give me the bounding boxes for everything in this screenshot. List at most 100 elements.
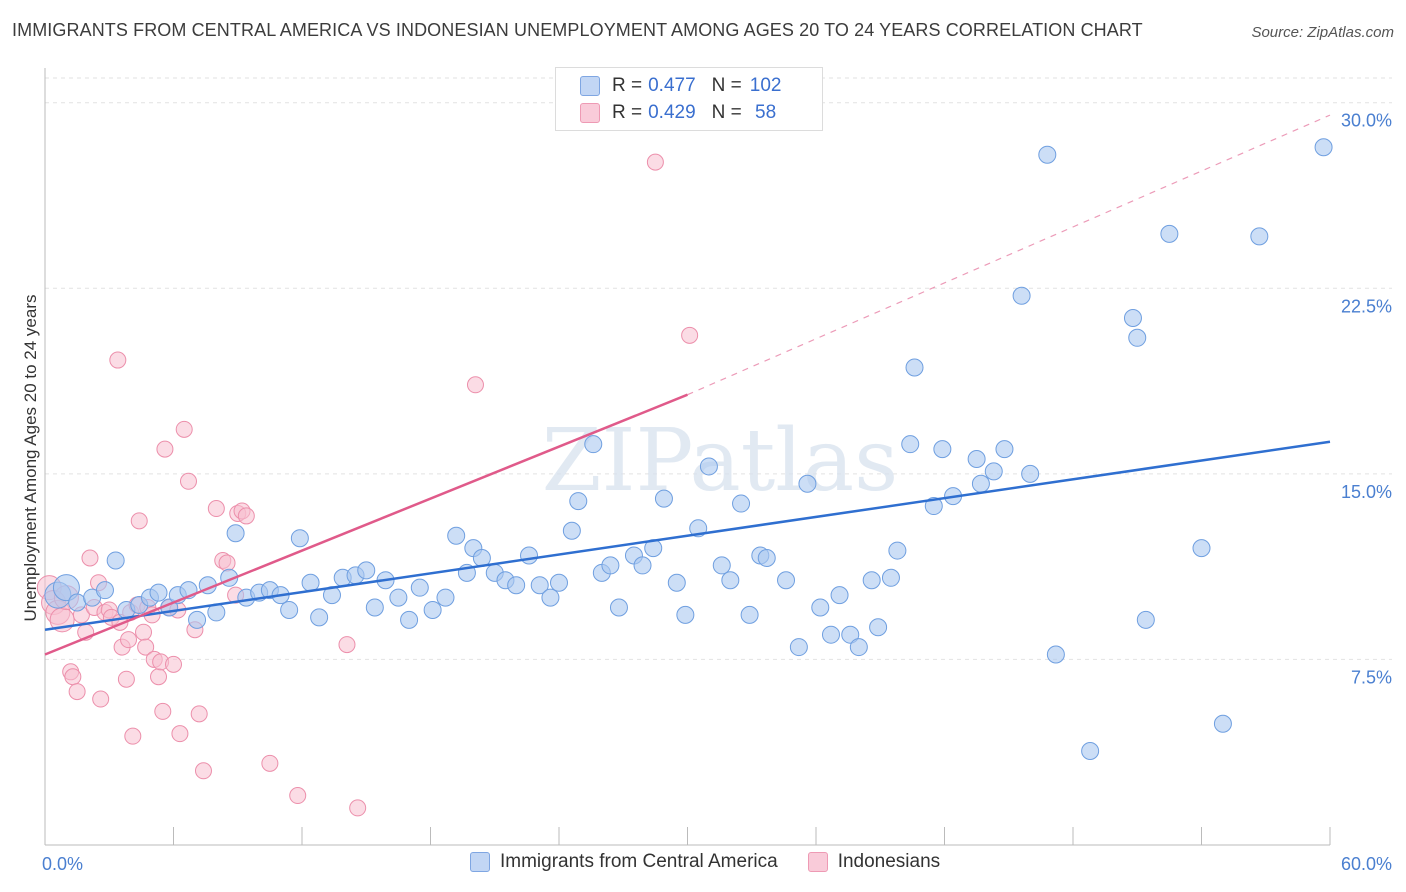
data-point-central-america bbox=[757, 548, 776, 567]
data-point-central-america bbox=[310, 608, 329, 627]
legend-r-label: R = bbox=[612, 102, 643, 123]
watermark: ZIPatlas bbox=[542, 411, 898, 511]
data-point-central-america bbox=[389, 588, 408, 607]
legend-r-label: R = bbox=[612, 75, 643, 96]
data-point-central-america bbox=[188, 610, 207, 629]
data-point-central-america bbox=[1192, 539, 1211, 558]
data-point-indonesians bbox=[109, 351, 127, 369]
data-point-indonesians bbox=[190, 705, 208, 723]
axes bbox=[44, 68, 1331, 846]
data-point-central-america bbox=[68, 593, 87, 612]
tick-labels: 7.5% 15.0% 22.5% 30.0% 0.0% 60.0% bbox=[42, 111, 1392, 874]
data-point-central-america bbox=[869, 618, 888, 637]
data-point-central-america bbox=[365, 598, 384, 617]
data-point-central-america bbox=[436, 588, 455, 607]
data-point-indonesians bbox=[150, 668, 168, 686]
data-point-central-america bbox=[654, 489, 673, 508]
data-point-indonesians bbox=[130, 512, 148, 530]
legend-row-indonesians: R = 0.429 N = 58 bbox=[580, 100, 776, 126]
legend-n-value: 102 bbox=[749, 75, 782, 96]
y-tick-label: 15.0% bbox=[1341, 482, 1392, 502]
data-point-central-america bbox=[862, 571, 881, 590]
data-point-central-america bbox=[541, 588, 560, 607]
data-point-indonesians bbox=[81, 549, 99, 567]
data-point-central-america bbox=[721, 571, 740, 590]
data-point-central-america bbox=[301, 573, 320, 592]
data-point-central-america bbox=[1136, 610, 1155, 629]
data-point-central-america bbox=[881, 568, 900, 587]
data-point-indonesians bbox=[156, 440, 174, 458]
legend-n-value: 58 bbox=[749, 102, 777, 123]
data-point-central-america bbox=[984, 462, 1003, 481]
data-point-central-america bbox=[901, 435, 920, 454]
data-point-central-america bbox=[562, 521, 581, 540]
data-point-central-america bbox=[712, 556, 731, 575]
data-point-indonesians bbox=[92, 690, 110, 708]
data-point-indonesians bbox=[124, 727, 142, 745]
data-point-indonesians bbox=[338, 636, 356, 654]
data-point-indonesians bbox=[135, 623, 153, 641]
data-point-indonesians bbox=[68, 683, 86, 701]
data-point-indonesians bbox=[165, 655, 182, 673]
source-label: Source: ZipAtlas.com bbox=[1251, 24, 1394, 41]
data-point-indonesians bbox=[120, 631, 138, 649]
legend-swatch-blue bbox=[580, 76, 600, 96]
data-point-central-america bbox=[905, 358, 924, 377]
data-point-central-america bbox=[569, 492, 588, 511]
legend-n-label: N = bbox=[711, 75, 742, 96]
data-point-central-america bbox=[1160, 224, 1179, 243]
data-point-central-america bbox=[106, 551, 125, 570]
legend-item-indonesians: Indonesians bbox=[807, 851, 941, 873]
legend-item-central-america: Immigrants from Central America bbox=[470, 851, 778, 873]
data-point-central-america bbox=[447, 526, 466, 545]
data-point-indonesians bbox=[137, 638, 155, 656]
data-point-central-america bbox=[933, 440, 952, 459]
trendline-indonesians-extension bbox=[687, 114, 1331, 396]
data-point-indonesians bbox=[179, 472, 197, 490]
data-point-central-america bbox=[830, 586, 849, 605]
data-point-central-america bbox=[530, 576, 549, 595]
data-point-central-america bbox=[841, 625, 860, 644]
data-point-indonesians bbox=[349, 799, 367, 817]
data-point-central-america bbox=[967, 450, 986, 469]
data-point-indonesians bbox=[207, 500, 225, 518]
legend-swatch-pink bbox=[580, 103, 600, 123]
data-point-indonesians bbox=[646, 153, 664, 171]
stats-legend: R = 0.477 N = 102 R = 0.429 N = 58 bbox=[555, 67, 823, 131]
data-point-central-america bbox=[849, 638, 868, 657]
data-point-central-america bbox=[732, 494, 751, 513]
data-point-central-america bbox=[357, 561, 376, 580]
data-point-central-america bbox=[520, 546, 539, 565]
legend-swatch-blue bbox=[470, 852, 490, 872]
data-point-indonesians bbox=[194, 762, 212, 780]
legend-swatch-pink bbox=[807, 852, 828, 872]
legend-label-indonesians: Indonesians bbox=[837, 851, 941, 872]
legend-label-central-america: Immigrants from Central America bbox=[500, 851, 778, 872]
data-point-central-america bbox=[777, 571, 796, 590]
data-point-central-america bbox=[1021, 464, 1040, 483]
data-point-central-america bbox=[290, 529, 309, 548]
chart-title: IMMIGRANTS FROM CENTRAL AMERICA VS INDON… bbox=[12, 20, 1143, 40]
data-point-central-america bbox=[1046, 645, 1065, 664]
data-point-central-america bbox=[811, 598, 830, 617]
data-point-central-america bbox=[676, 605, 695, 624]
data-point-indonesians bbox=[237, 507, 255, 525]
data-point-central-america bbox=[699, 457, 718, 476]
data-point-central-america bbox=[584, 435, 603, 454]
data-point-central-america bbox=[971, 474, 990, 493]
data-point-central-america bbox=[280, 600, 299, 619]
data-point-central-america bbox=[149, 583, 168, 602]
trend-lines bbox=[44, 114, 1331, 656]
data-point-central-america bbox=[888, 541, 907, 560]
data-point-indonesians bbox=[466, 376, 484, 394]
data-point-indonesians bbox=[261, 754, 279, 772]
data-point-central-america bbox=[609, 598, 628, 617]
series-central-america bbox=[44, 138, 1333, 760]
y-tick-label: 22.5% bbox=[1341, 296, 1392, 316]
legend-n-label: N = bbox=[711, 102, 742, 123]
y-axis-label: Unemployment Among Ages 20 to 24 years bbox=[21, 295, 40, 622]
data-point-central-america bbox=[95, 581, 114, 600]
trendline-indonesians bbox=[44, 393, 688, 656]
data-point-central-america bbox=[507, 576, 526, 595]
